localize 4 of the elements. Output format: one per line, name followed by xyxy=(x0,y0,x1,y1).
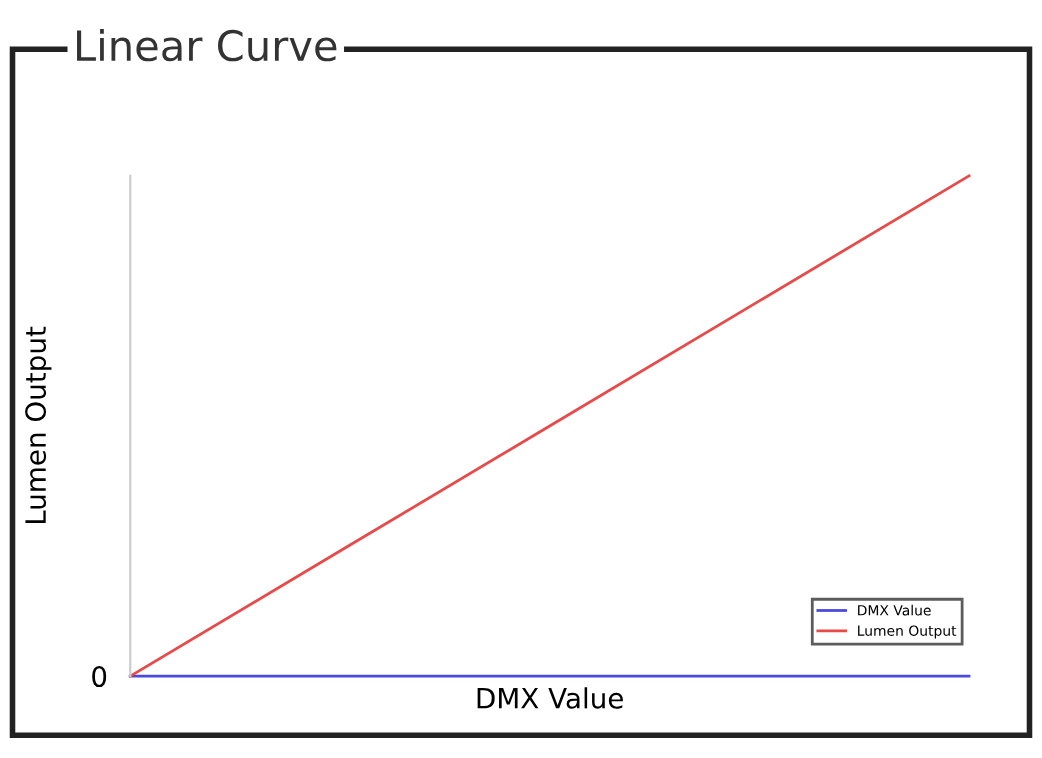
y-axis-title: Lumen Output xyxy=(25,326,52,524)
chart-title: Linear Curve xyxy=(77,29,337,62)
x-axis-title: DMX Value xyxy=(477,687,623,709)
annotation: 0 xyxy=(92,666,107,688)
